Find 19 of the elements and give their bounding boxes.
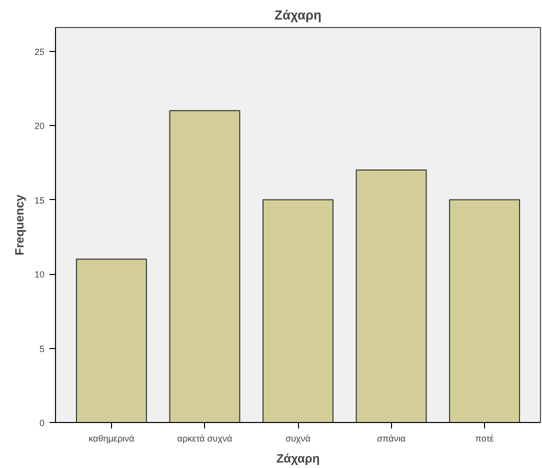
bar [449, 199, 520, 422]
y-tick-label: 25 [34, 46, 45, 57]
bar [262, 199, 334, 422]
x-tick-label: ποτέ [475, 434, 494, 444]
y-tick-label: 15 [34, 195, 45, 206]
y-tick-label: 0 [39, 418, 45, 428]
x-tick-label: συχνά [286, 434, 310, 444]
bar [76, 258, 147, 422]
y-tick-label: 20 [34, 121, 45, 132]
x-tick-label: καθημερινά [88, 434, 134, 444]
x-tick-label: αρκετά συχνά [177, 434, 232, 444]
y-tick-label: 10 [34, 270, 45, 280]
bar [356, 170, 427, 422]
x-tick-label: σπάνια [377, 434, 406, 444]
y-axis-title: Frequency [12, 194, 26, 256]
bar [169, 110, 240, 422]
x-axis-title: Ζάχαρη [276, 452, 320, 466]
y-tick-label: 5 [39, 344, 45, 354]
chart-title: Ζάχαρη [274, 8, 322, 22]
